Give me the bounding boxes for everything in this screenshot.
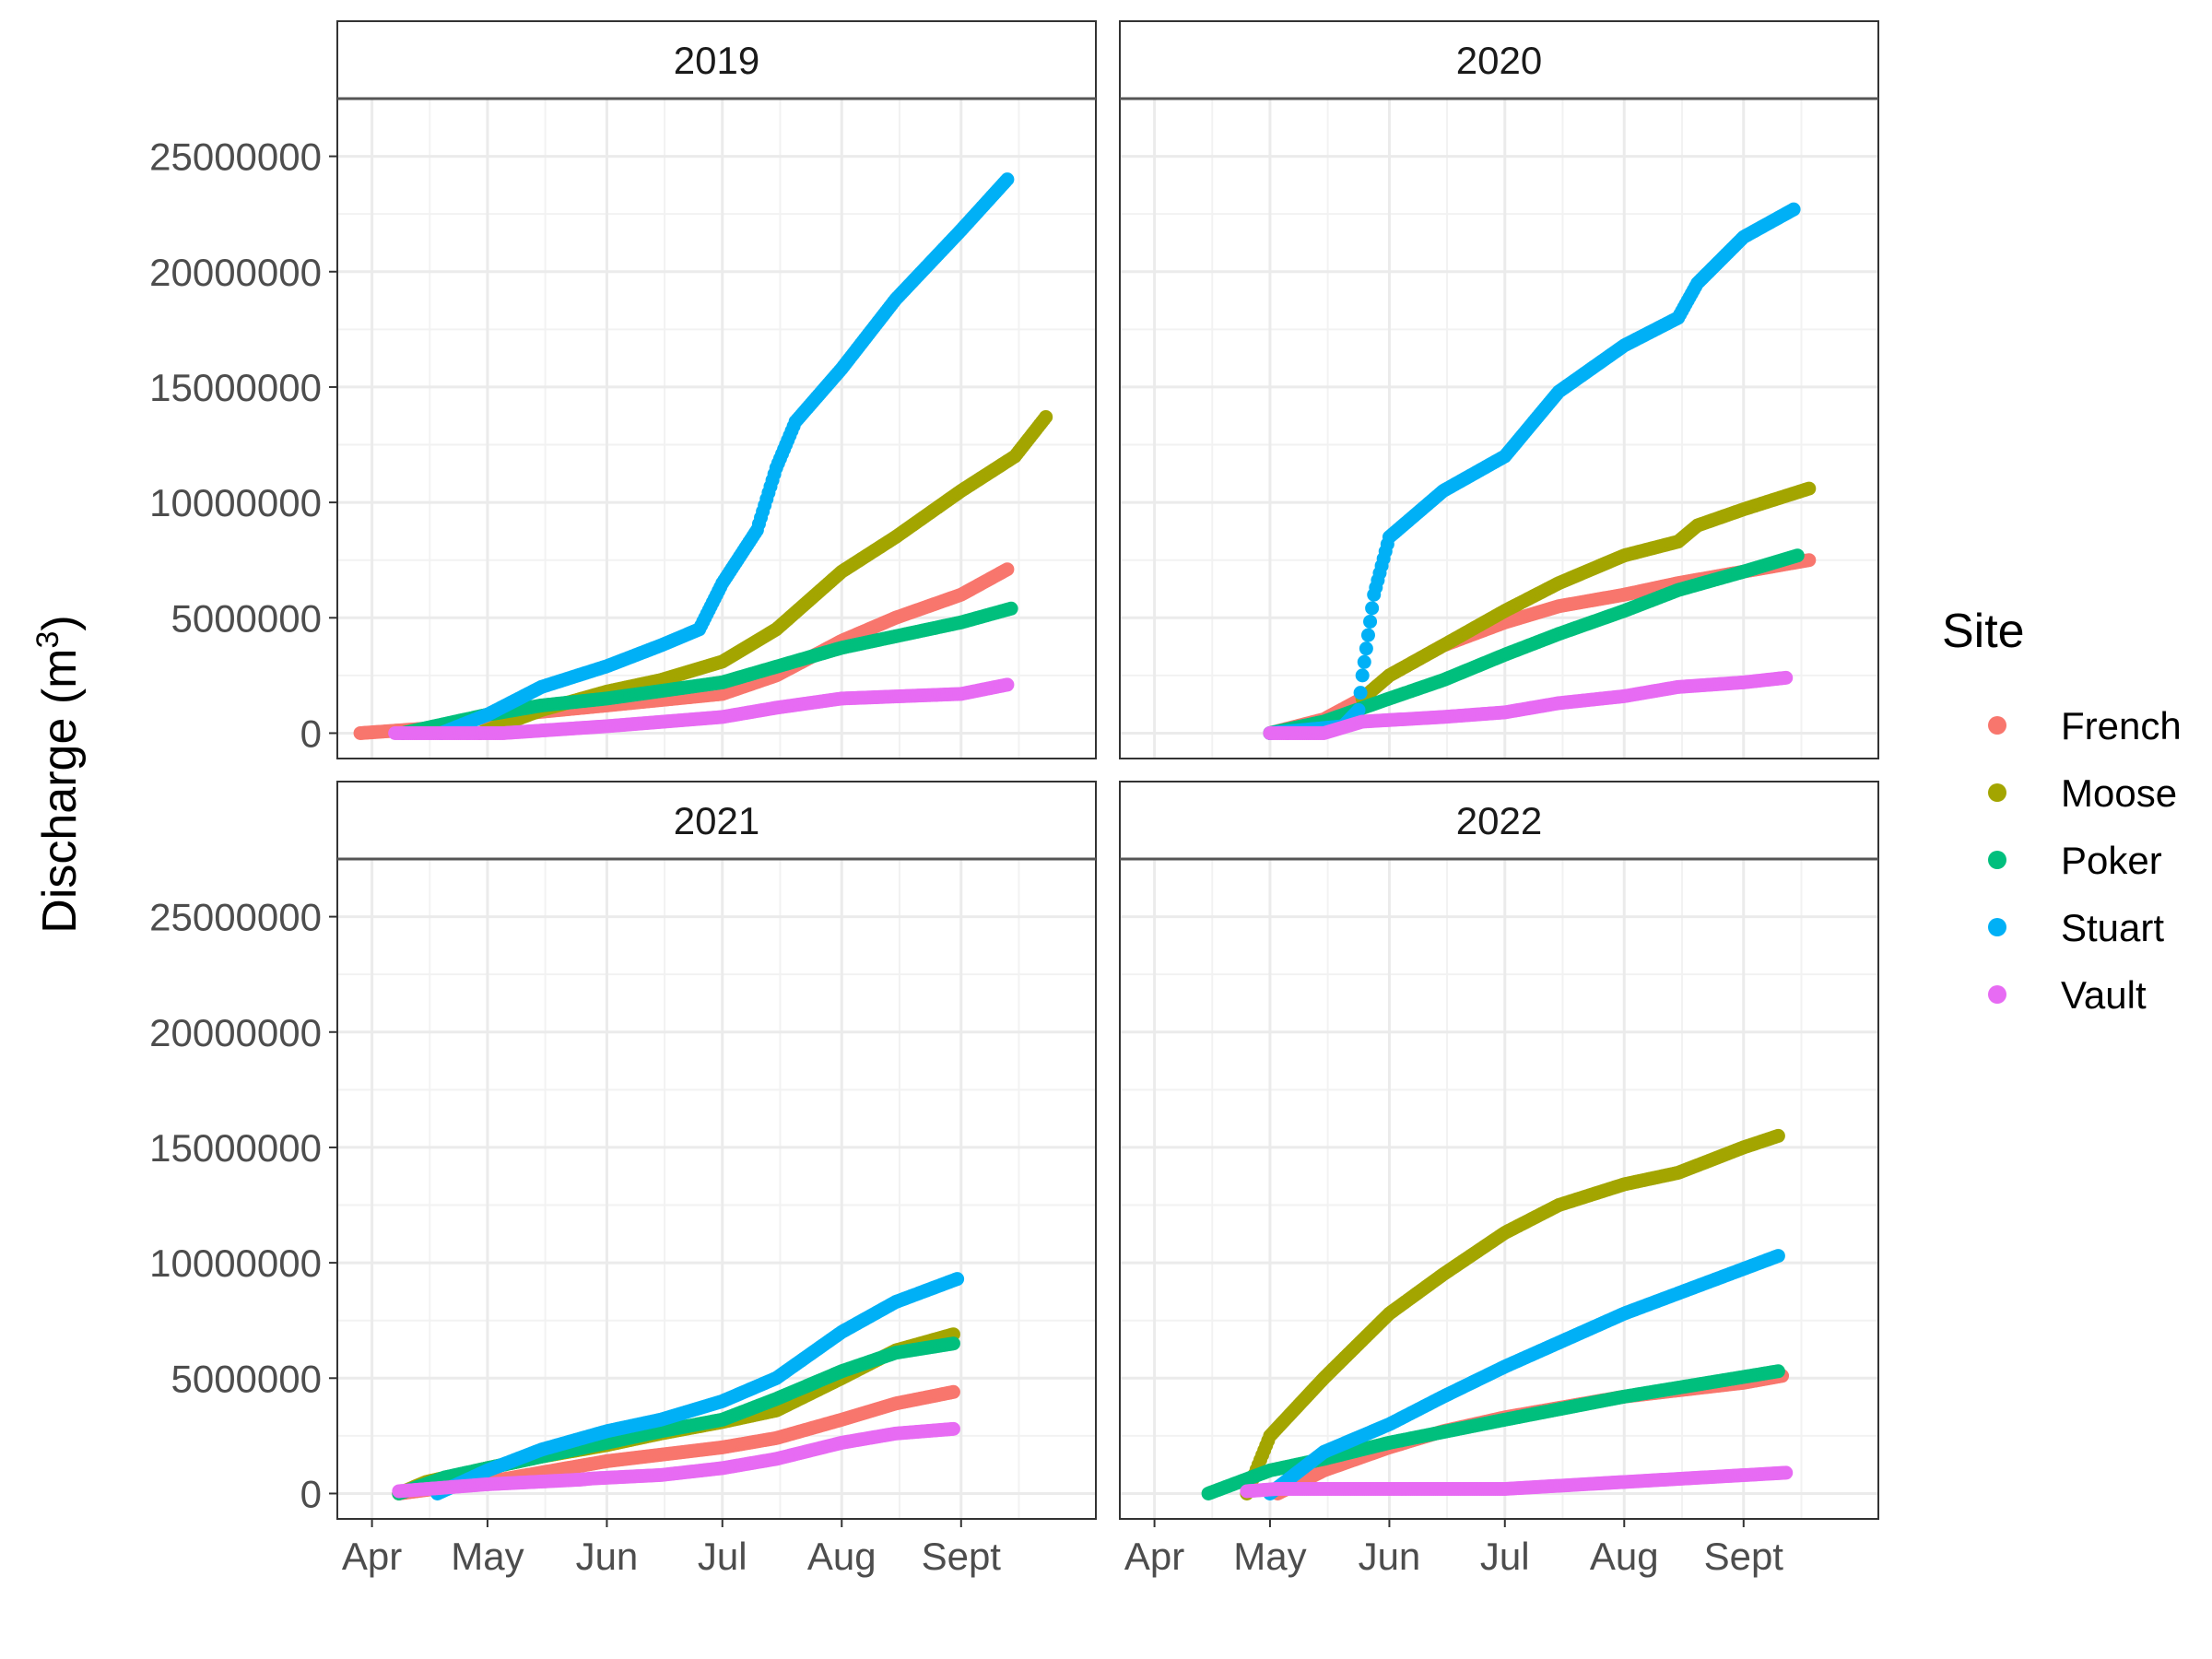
y-tick-label: 20000000 (149, 1011, 322, 1054)
data-point (946, 1421, 960, 1436)
y-tick-label: 5000000 (171, 596, 322, 640)
data-point (1004, 601, 1018, 616)
facet-panel-2020: 2020 (1119, 20, 1879, 759)
data-point (1802, 481, 1817, 496)
y-tick-label: 15000000 (149, 1126, 322, 1170)
facet-panels: 2019 0 5000000 10000000 15000000 20000000 2500… (149, 20, 1879, 1578)
y-tick-label: 10000000 (149, 481, 322, 524)
data-point (1039, 409, 1053, 424)
data-point (1359, 641, 1373, 656)
data-point (1365, 601, 1380, 616)
y-tick-label: 15000000 (149, 366, 322, 409)
facet-label: 2021 (674, 799, 759, 842)
y-tick-label: 25000000 (149, 896, 322, 939)
data-point (1357, 654, 1371, 669)
x-tick-label: Sept (922, 1535, 1002, 1578)
series-group (353, 172, 1053, 740)
x-tick-label: Aug (807, 1535, 877, 1578)
data-point (1790, 548, 1805, 563)
y-tick-label: 10000000 (149, 1241, 322, 1285)
data-point (946, 1336, 960, 1351)
data-point (950, 1272, 965, 1287)
x-tick-label: Jun (576, 1535, 639, 1578)
y-tick-label: 20000000 (149, 251, 322, 294)
y-tick-label: 5000000 (171, 1357, 322, 1400)
x-tick-label: May (451, 1535, 524, 1578)
data-point (1000, 677, 1015, 692)
panel-background (337, 99, 1096, 759)
facet-panel-2019: 2019 0 5000000 10000000 15000000 20000000 2500… (149, 20, 1097, 759)
data-point (946, 1384, 960, 1399)
facet-label: 2020 (1456, 39, 1542, 82)
data-point (1779, 670, 1794, 685)
data-point (1360, 628, 1375, 642)
y-tick-label: 25000000 (149, 135, 322, 179)
y-axis-title: Discharge (m3) (30, 615, 87, 933)
data-point (1355, 668, 1370, 683)
x-tick-label: Jul (698, 1535, 747, 1578)
data-point (1000, 562, 1015, 577)
data-point (1363, 614, 1378, 629)
data-point (1353, 686, 1368, 700)
data-point (1786, 202, 1801, 217)
facet-label: 2019 (674, 39, 759, 82)
data-point (1000, 172, 1015, 187)
x-tick-label: Apr (342, 1535, 402, 1578)
y-tick-label: 0 (300, 1472, 322, 1515)
y-tick-label: 0 (300, 712, 322, 755)
